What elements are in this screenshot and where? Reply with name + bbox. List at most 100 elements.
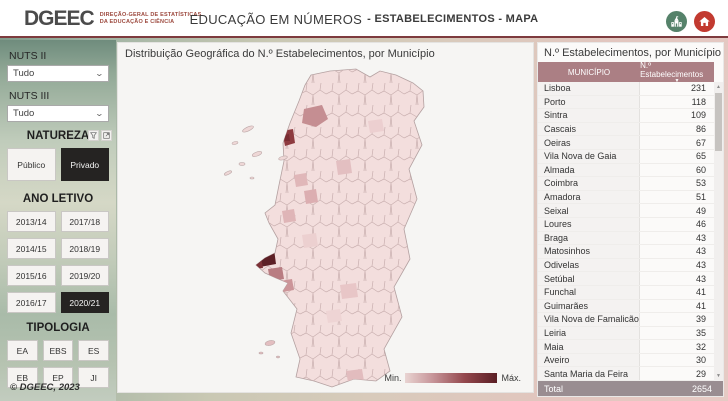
tipologia-option[interactable]: JI xyxy=(78,367,109,388)
table-row[interactable]: Leiria 35 xyxy=(538,326,714,341)
tipologia-header: TIPOLOGIA xyxy=(26,322,90,334)
scroll-down-icon[interactable]: ▼ xyxy=(716,373,721,379)
dgeec-logo-subtitle: DIREÇÃO-GERAL DE ESTATÍSTICAS DA EDUCAÇÃ… xyxy=(99,11,202,25)
table-row[interactable]: Almada 60 xyxy=(538,163,714,178)
table-row[interactable]: Oeiras 67 xyxy=(538,136,714,150)
municipality-value: 53 xyxy=(695,178,706,189)
table-row[interactable]: Aveiro 30 xyxy=(538,353,714,368)
table-scrollbar[interactable]: ▲ ▼ xyxy=(714,82,723,381)
filter-sidebar: NUTS II Tudo ⌄ NUTS III Tudo ⌄ NATUREZA … xyxy=(0,40,116,401)
portugal-choropleth-map[interactable] xyxy=(118,61,535,394)
tipologia-option[interactable]: EBS xyxy=(42,340,74,361)
tipologia-option[interactable]: EP xyxy=(42,367,74,388)
total-value: 2654 xyxy=(691,383,712,394)
table-row[interactable]: Braga 43 xyxy=(538,231,714,246)
municipality-value: 49 xyxy=(695,205,706,216)
table-row[interactable]: Cascais 86 xyxy=(538,122,714,137)
column-header-estabelecimentos[interactable]: N.º Estabelecimentos ▼ xyxy=(640,62,704,84)
municipality-value: 67 xyxy=(695,137,706,148)
table-row[interactable]: Sintra 109 xyxy=(538,109,714,123)
municipality-value: 30 xyxy=(695,355,706,366)
table-row[interactable]: Maia 32 xyxy=(538,340,714,354)
municipality-name: Maia xyxy=(538,340,641,353)
municipality-name: Seixal xyxy=(538,204,641,217)
table-title: N.º Estabelecimentos, por Município xyxy=(544,47,722,59)
table-row[interactable]: Matosinhos 43 xyxy=(538,245,714,259)
municipality-name: Santa Maria da Feira xyxy=(538,367,641,381)
dgeec-logo: DGEEC DIREÇÃO-GERAL DE ESTATÍSTICAS DA E… xyxy=(24,7,201,31)
school-icon[interactable] xyxy=(666,11,687,32)
table-total-row: Total 2654 xyxy=(538,381,723,396)
natureza-header: NATUREZA xyxy=(0,130,116,142)
table-row[interactable]: Funchal 41 xyxy=(538,285,714,300)
nuts2-dropdown[interactable]: Tudo ⌄ xyxy=(7,65,109,82)
municipality-name: Vila Nova de Gaia xyxy=(538,149,641,163)
natureza-option[interactable]: Privado xyxy=(60,148,109,181)
municipality-value: 60 xyxy=(695,164,706,175)
municipality-name: Lisboa xyxy=(538,82,641,95)
ano-letivo-option[interactable]: 2016/17 xyxy=(7,292,56,313)
azores-islands[interactable] xyxy=(224,125,288,180)
municipality-value: 231 xyxy=(690,83,706,94)
tipologia-options: EA EBS ES EB EP JI xyxy=(7,340,109,388)
madeira-islands[interactable] xyxy=(258,340,280,359)
municipality-name: Sintra xyxy=(538,109,641,122)
municipality-value: 65 xyxy=(695,151,706,162)
table-row[interactable]: Setúbal 43 xyxy=(538,272,714,286)
tipologia-option[interactable]: EB xyxy=(7,367,38,388)
focus-mode-icon[interactable] xyxy=(101,130,112,141)
scrollbar-thumb[interactable] xyxy=(715,93,722,151)
municipality-value: 41 xyxy=(695,300,706,311)
municipality-name: Funchal xyxy=(538,285,641,299)
table-row[interactable]: Coimbra 53 xyxy=(538,177,714,191)
ano-letivo-option[interactable]: 2013/14 xyxy=(7,211,56,232)
municipality-value: 43 xyxy=(695,260,706,271)
ano-letivo-option[interactable]: 2018/19 xyxy=(60,238,109,259)
ano-letivo-option[interactable]: 2020/21 xyxy=(60,292,109,313)
municipality-name: Almada xyxy=(538,163,641,177)
municipality-name: Porto xyxy=(538,95,641,109)
municipality-value: 43 xyxy=(695,273,706,284)
column-header-municipio[interactable]: MUNICÍPIO xyxy=(567,67,611,77)
table-row[interactable]: Guimarães 41 xyxy=(538,299,714,314)
filter-icon[interactable] xyxy=(88,130,99,141)
municipality-value: 41 xyxy=(695,287,706,298)
municipality-value: 29 xyxy=(695,368,706,379)
natureza-option[interactable]: Público xyxy=(7,148,56,181)
table-panel: N.º Estabelecimentos, por Município MUNI… xyxy=(537,42,724,397)
map-title: Distribuição Geográfica do N.º Estabelec… xyxy=(125,48,435,60)
municipality-value: 43 xyxy=(695,246,706,257)
natureza-options: Público Privado xyxy=(7,148,109,181)
table-row[interactable]: Amadora 51 xyxy=(538,190,714,205)
tipologia-option[interactable]: EA xyxy=(7,340,38,361)
ano-letivo-option[interactable]: 2015/16 xyxy=(7,265,56,286)
municipality-value: 86 xyxy=(695,124,706,135)
table-row[interactable]: Odivelas 43 xyxy=(538,258,714,273)
copyright-text: © DGEEC, 2023 xyxy=(10,382,80,393)
sort-descending-icon: ▼ xyxy=(674,78,680,84)
municipality-value: 32 xyxy=(695,341,706,352)
municipality-value: 118 xyxy=(691,96,706,107)
municipality-value: 35 xyxy=(695,327,706,338)
map-panel: Distribuição Geográfica do N.º Estabelec… xyxy=(117,42,534,393)
chevron-down-icon: ⌄ xyxy=(94,69,105,78)
table-row[interactable]: Vila Nova de Famalicão 39 xyxy=(538,313,714,327)
table-row[interactable]: Vila Nova de Gaia 65 xyxy=(538,149,714,164)
tipologia-option[interactable]: ES xyxy=(78,340,109,361)
table-row[interactable]: Lisboa 231 xyxy=(538,82,714,96)
ano-letivo-option[interactable]: 2014/15 xyxy=(7,238,56,259)
chevron-down-icon: ⌄ xyxy=(94,109,105,118)
legend-min-label: Min. xyxy=(384,373,402,383)
ano-letivo-option[interactable]: 2019/20 xyxy=(60,265,109,286)
nuts2-label: NUTS II xyxy=(9,50,47,62)
nuts3-dropdown[interactable]: Tudo ⌄ xyxy=(7,105,109,122)
home-icon[interactable] xyxy=(694,11,715,32)
table-row[interactable]: Loures 46 xyxy=(538,217,714,232)
table-row[interactable]: Santa Maria da Feira 29 xyxy=(538,367,714,382)
table-row[interactable]: Seixal 49 xyxy=(538,204,714,218)
scroll-up-icon[interactable]: ▲ xyxy=(716,84,721,90)
ano-letivo-header: ANO LETIVO xyxy=(22,193,94,205)
legend-max-label: Máx. xyxy=(501,373,521,383)
ano-letivo-option[interactable]: 2017/18 xyxy=(60,211,109,232)
table-row[interactable]: Porto 118 xyxy=(538,95,714,110)
